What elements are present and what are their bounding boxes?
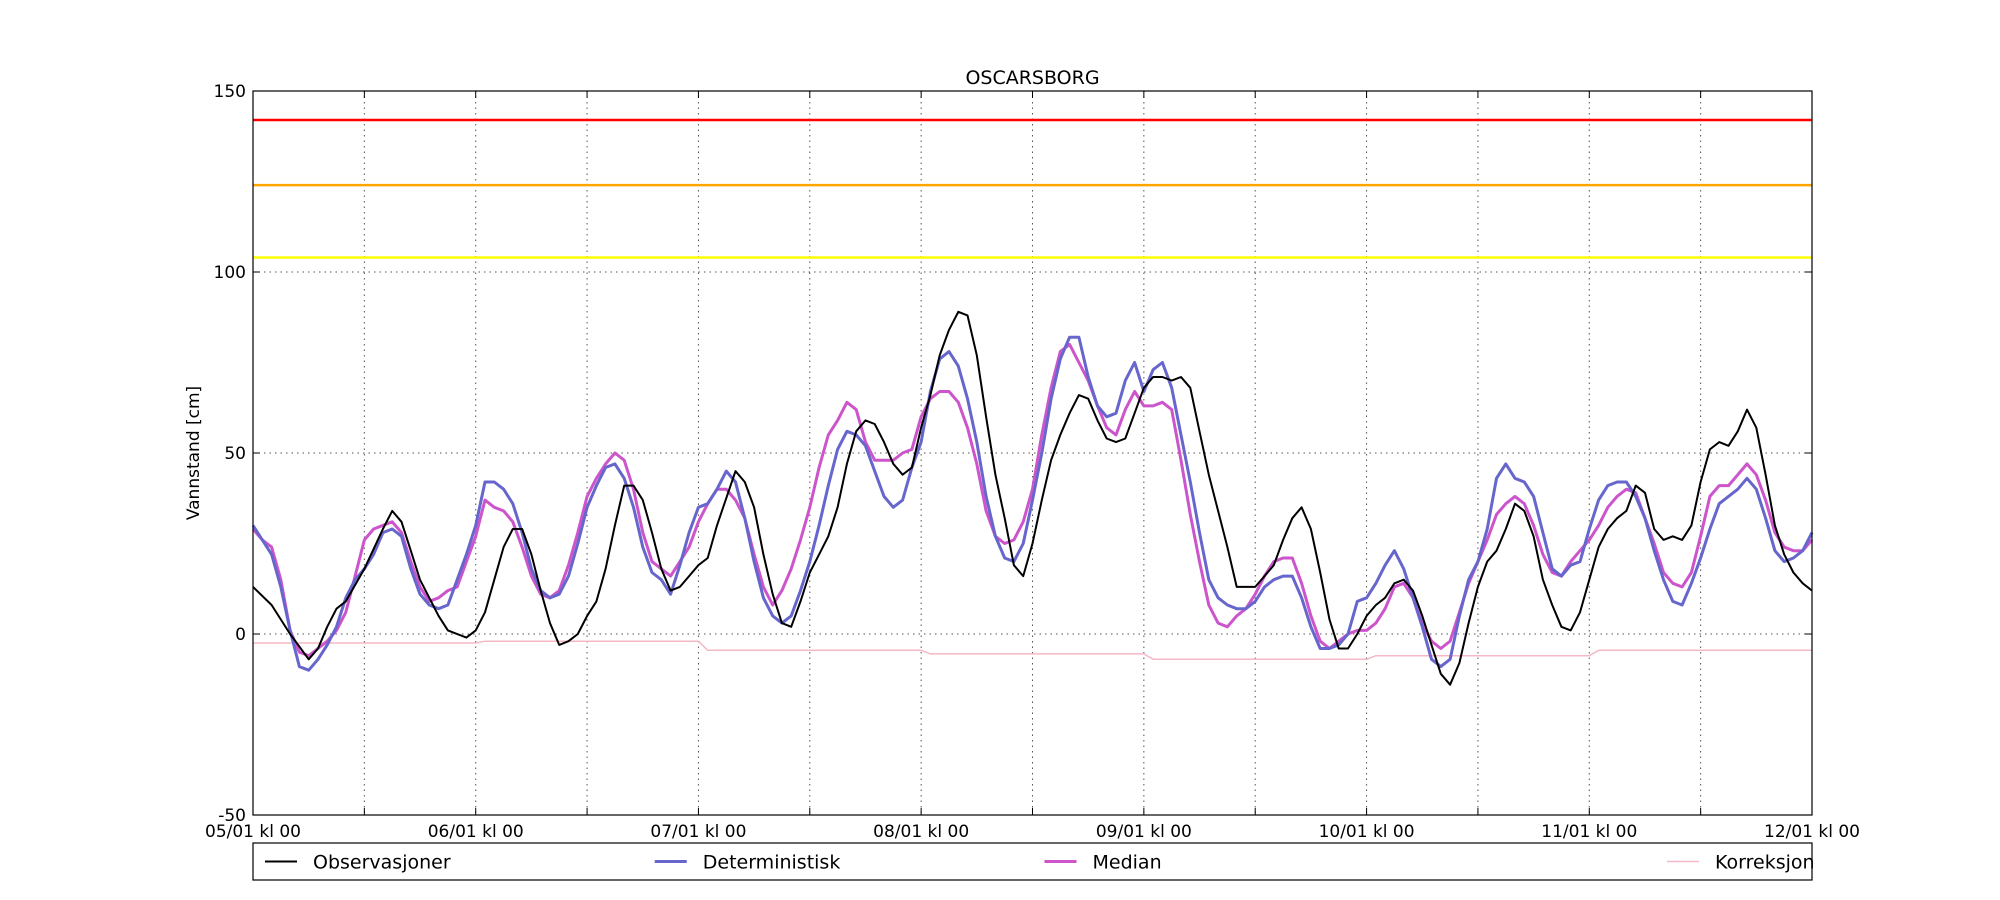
chart-title: OSCARSBORG (965, 67, 1099, 89)
x-tick-label: 08/01 kl 00 (873, 822, 969, 842)
x-tick-label: 10/01 kl 00 (1319, 822, 1415, 842)
series-lines (251, 310, 1814, 686)
x-tick-label: 12/01 kl 00 (1764, 822, 1860, 842)
series-line-median (251, 342, 1814, 658)
y-tick-label: 100 (214, 263, 246, 283)
y-tick-label: 150 (214, 82, 246, 102)
legend-label: Median (1093, 852, 1162, 874)
plot-frame (252, 90, 1813, 816)
legend-label: Deterministisk (703, 852, 841, 874)
series-line-deterministisk (251, 335, 1814, 672)
x-tick-label: 11/01 kl 00 (1541, 822, 1637, 842)
threshold-lines (253, 118, 1812, 259)
x-tick-label: 06/01 kl 00 (428, 822, 524, 842)
series-line-observasjoner (252, 310, 1813, 686)
legend-label: Korreksjon (1715, 852, 1815, 874)
legend-box (252, 842, 1813, 881)
x-tick-label: 09/01 kl 00 (1096, 822, 1192, 842)
y-tick-label: 0 (235, 625, 246, 645)
x-tick-label: 07/01 kl 00 (650, 822, 746, 842)
axis-ticks: -50 0 50 100 150 05/01 kl 00 06/01 kl 00 07/01 … (205, 82, 1860, 842)
legend-label: Observasjoner (313, 852, 451, 874)
y-tick-label: -50 (218, 806, 246, 826)
series-line-korreksjon (253, 640, 1812, 661)
x-tick-label: 05/01 kl 00 (205, 822, 301, 842)
grid (252, 90, 1813, 816)
y-tick-label: 50 (224, 444, 246, 464)
legend: Observasjoner Deterministisk Median Korreks… (252, 842, 1815, 881)
y-axis-label: Vannstand [cm] (184, 386, 204, 520)
